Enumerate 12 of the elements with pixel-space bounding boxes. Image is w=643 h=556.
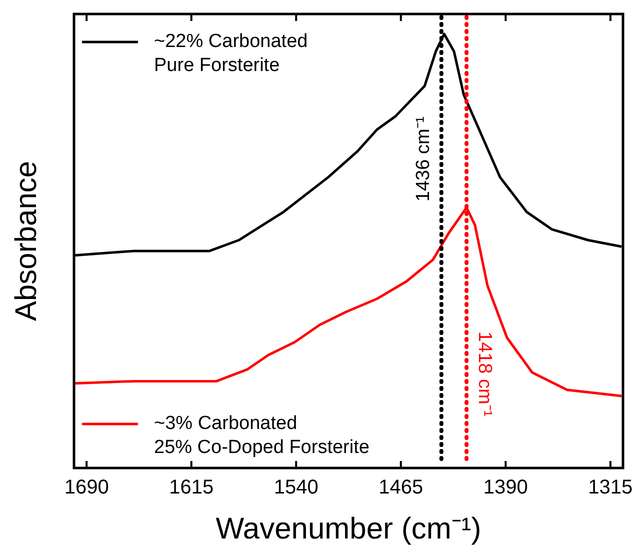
x-tick-label: 1465	[378, 476, 424, 499]
x-axis-title: Wavenumber (cm⁻¹)	[216, 512, 482, 546]
y-axis-title: Absorbance	[10, 160, 43, 322]
x-tick-label: 1315	[588, 476, 633, 499]
legend-label: ~3% Carbonated 25% Co-Doped Forsterite	[154, 413, 370, 458]
legend-label: ~22% Carbonated Pure Forsterite	[154, 31, 308, 76]
x-tick-label: 1615	[169, 476, 214, 499]
ref-line-label: 1418 cm⁻¹	[474, 331, 495, 417]
x-tick-label: 1690	[64, 476, 109, 499]
ref-line-label: 1436 cm⁻¹	[413, 116, 434, 202]
x-tick-label: 1390	[483, 476, 528, 499]
x-tick-label: 1540	[274, 476, 318, 499]
